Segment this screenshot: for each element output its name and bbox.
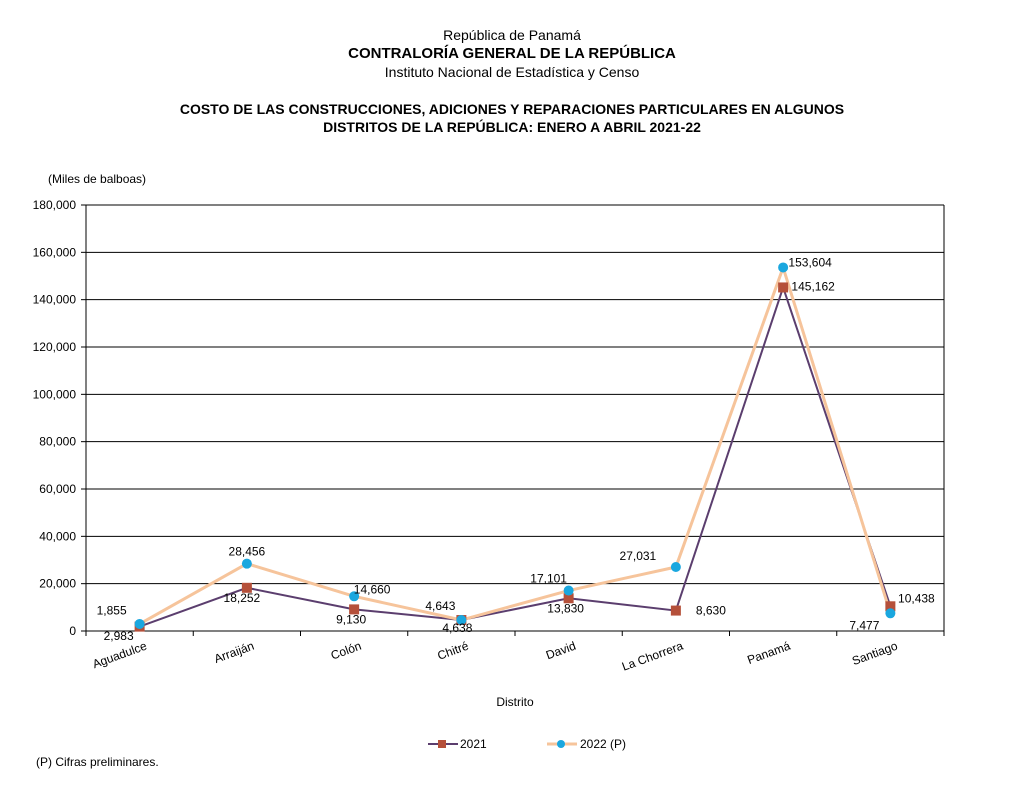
data-label-2022: 4,643: [425, 599, 455, 613]
data-label-2021: 145,162: [791, 279, 835, 293]
point-2022: [885, 608, 896, 619]
y-tick-label: 140,000: [33, 293, 77, 307]
institute-heading: Instituto Nacional de Estadística y Cens…: [384, 64, 640, 80]
chart-title-line1: COSTO DE LAS CONSTRUCCIONES, ADICIONES Y…: [179, 101, 845, 117]
chart-title-line2: DISTRITOS DE LA REPÚBLICA: ENERO A ABRIL…: [323, 119, 701, 135]
x-tick-label: La Chorrera: [620, 639, 685, 674]
data-label-2021: 1,855: [97, 604, 127, 618]
legend-label-2021: 2021: [460, 737, 487, 751]
y-tick-label: 60,000: [39, 482, 76, 496]
data-label-2022: 28,456: [229, 545, 266, 559]
data-label-2022: 2,983: [104, 629, 134, 643]
footnote: (P) Cifras preliminares.: [36, 755, 159, 769]
point-2021: [670, 605, 681, 616]
x-tick-label: Panamá: [745, 639, 792, 668]
x-tick-label: Colón: [329, 639, 363, 663]
country-heading: República de Panamá: [443, 27, 581, 43]
data-label-2021: 9,130: [336, 612, 366, 626]
y-tick-label: 180,000: [33, 198, 77, 212]
data-label-2021: 4,638: [442, 621, 472, 635]
data-label-2021: 18,252: [224, 591, 261, 605]
y-tick-labels: 0 20,000 40,000 60,000 80,000 100,000 120,000 1…: [33, 198, 77, 638]
x-tick-label: Santiago: [850, 639, 900, 668]
legend-label-2022: 2022 (P): [580, 737, 626, 751]
y-tick-label: 120,000: [33, 340, 77, 354]
x-tick-label: Chitré: [436, 639, 471, 663]
point-2022: [349, 591, 360, 602]
point-2021: [241, 582, 252, 593]
data-label-2022: 7,477: [849, 618, 879, 632]
data-label-2021: 13,830: [547, 601, 584, 615]
data-labels: 1,855 18,252 9,130 4,638 13,830 8,630 145,162 1…: [97, 255, 935, 642]
data-label-2022: 153,604: [788, 255, 832, 269]
point-2021: [885, 601, 896, 612]
data-label-2022: 14,660: [354, 582, 391, 596]
point-2022: [778, 262, 789, 273]
point-2021: [778, 282, 789, 293]
x-tick-label: Aguadulce: [91, 639, 149, 672]
x-tick-label: Arraiján: [212, 639, 256, 666]
series-line-2022: [138, 262, 892, 626]
y-axis-unit-label: (Miles de balboas): [48, 172, 147, 186]
point-2022: [563, 585, 574, 596]
point-2022: [456, 615, 467, 626]
y-tick-label: 20,000: [39, 577, 76, 591]
point-2022: [241, 558, 252, 569]
series-lines: [138, 262, 892, 628]
x-tick-labels: Aguadulce Arraiján Colón Chitré David La Chor…: [91, 639, 900, 674]
point-2022: [670, 562, 681, 573]
point-2022: [134, 618, 145, 629]
y-tick-label: 100,000: [33, 387, 77, 401]
data-label-2022: 27,031: [620, 549, 657, 563]
legend-marker-2021: [438, 740, 446, 748]
axes: [81, 204, 945, 636]
point-2021: [349, 604, 360, 615]
x-tick-label: David: [544, 639, 578, 663]
series-markers: [134, 262, 896, 632]
data-label-2021: 8,630: [696, 604, 726, 618]
y-tick-label: 40,000: [39, 529, 76, 543]
y-tick-label: 160,000: [33, 245, 77, 259]
legend-marker-2022: [557, 740, 565, 748]
institution-heading: CONTRALORÍA GENERAL DE LA REPÚBLICA: [348, 45, 676, 62]
legend: 2021 2022 (P): [428, 737, 626, 751]
point-2021: [563, 593, 574, 604]
y-tick-label: 0: [69, 624, 76, 638]
data-label-2021: 10,438: [898, 591, 935, 605]
y-tick-label: 80,000: [39, 435, 76, 449]
series-line-2021: [139, 284, 892, 628]
x-axis-label: Distrito: [496, 695, 534, 709]
data-label-2022: 17,101: [530, 572, 567, 586]
